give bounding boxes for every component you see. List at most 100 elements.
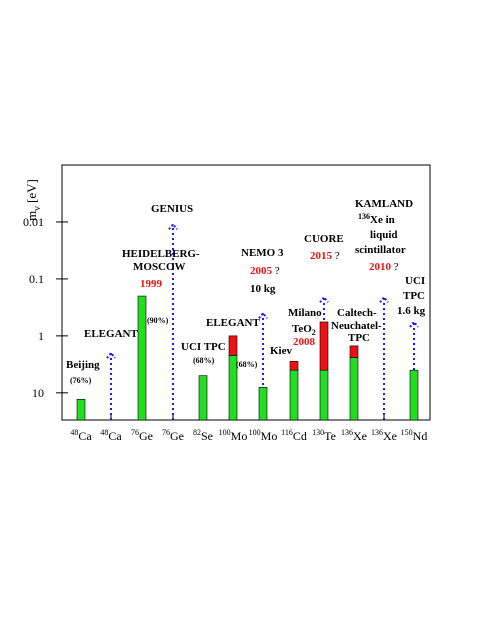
annotation-text: Milano [288, 307, 322, 319]
y-tick-label: 1 [38, 329, 44, 343]
element: Nd [413, 429, 428, 443]
bar-limit [198, 375, 208, 421]
x-tick-label: 76Ge [162, 428, 184, 443]
annotation-text: CUORE [304, 233, 344, 245]
annotation-text: ELEGANT [84, 328, 138, 340]
annotation: TPC [403, 290, 425, 302]
annotation: HEIDELBERG- [122, 248, 200, 260]
annotation: 136Xe in [358, 212, 395, 226]
annotation-text: 2015 [310, 250, 333, 262]
annotation-text: Beijing [66, 359, 100, 371]
bar-range [349, 345, 359, 358]
x-tick-label: 76Ge [131, 428, 153, 443]
element: Te [324, 429, 336, 443]
annotation-text: Kiev [270, 345, 292, 357]
y-axis-label: mν [eV] [24, 179, 43, 221]
bar-limit [137, 295, 147, 421]
mass-number: 76 [162, 428, 170, 437]
arrow-head [258, 311, 268, 319]
mass-number: 82 [193, 428, 201, 437]
bar-limit [319, 369, 329, 421]
y-label-main: m [24, 211, 39, 221]
x-tick-label: 100Mo [249, 428, 278, 443]
annotation: 2010 ? [369, 261, 399, 273]
annotation-text: NEMO 3 [241, 247, 284, 259]
annotation-text: TPC [348, 332, 370, 344]
bar-limit [349, 357, 359, 421]
x-tick-label: 136Xe [371, 428, 397, 443]
plot-frame [61, 164, 431, 421]
annotation: MOSCOW [133, 261, 186, 273]
annotation-text: 2010 [369, 261, 392, 273]
mass-number: 130 [312, 428, 324, 437]
element: Ca [78, 429, 92, 443]
annotation-text: TPC [403, 290, 425, 302]
annotation-text: Neuchatel- [331, 320, 382, 332]
annotation-text: liquid [370, 229, 398, 241]
mass-number: 150 [401, 428, 413, 437]
annotation-suffix: ? [332, 250, 340, 262]
annotation: 10 kg [250, 283, 276, 295]
annotation-text: (76%) [70, 376, 92, 385]
annotation-suffix: ? [272, 265, 280, 277]
x-tick-label: 48Ca [70, 428, 92, 443]
annotation: GENIUS [151, 203, 193, 215]
x-tick-label: 100Mo [219, 428, 248, 443]
annotation-sup: 136 [358, 212, 370, 221]
element: Mo [231, 429, 248, 443]
annotation-text: TeO [292, 323, 312, 335]
mass-number: 116 [281, 428, 293, 437]
bar-limit [409, 369, 419, 421]
annotation-text: (68%) [193, 356, 215, 365]
x-tick-label: 116Cd [281, 428, 307, 443]
annotation: (68%) [236, 360, 258, 369]
element: Xe [383, 429, 397, 443]
mass-number: 48 [70, 428, 78, 437]
annotation: 1.6 kg [397, 305, 426, 317]
annotation: UCI TPC [181, 341, 226, 353]
annotation-text: UCI TPC [181, 341, 226, 353]
bar-range [319, 321, 329, 371]
annotation: scintillator [355, 244, 406, 256]
annotation: 2008 [293, 336, 316, 348]
element: Se [201, 429, 213, 443]
annotation: KAMLAND [355, 198, 413, 210]
annotation-text: ELEGANT [206, 317, 260, 329]
annotation-text: MOSCOW [133, 261, 186, 273]
y-tick-label: 0.01 [23, 215, 44, 229]
bar-limit [289, 369, 299, 421]
annotation: NEMO 3 [241, 247, 284, 259]
annotation: Beijing [66, 359, 100, 371]
x-tick-label: 150Nd [401, 428, 428, 443]
annotation-text: 10 kg [250, 283, 276, 295]
annotation-text: HEIDELBERG- [122, 248, 200, 260]
annotation-text: 1999 [140, 278, 163, 290]
annotation-text: (68%) [236, 360, 258, 369]
element: Xe [353, 429, 367, 443]
x-tick-label: 136Xe [341, 428, 367, 443]
annotation-text: 1.6 kg [397, 305, 426, 317]
y-label-unit: [eV] [24, 179, 39, 206]
annotation-text: (90%) [147, 316, 169, 325]
annotation-text: 2005 [250, 265, 273, 277]
annotation: (76%) [70, 376, 92, 385]
arrow-head [106, 351, 116, 359]
annotation: Milano [288, 307, 322, 319]
y-label-sub: ν [32, 206, 43, 211]
annotation: CUORE [304, 233, 344, 245]
annotation: Neuchatel- [331, 320, 382, 332]
annotation: 2015 ? [310, 250, 340, 262]
annotation: TPC [348, 332, 370, 344]
x-tick-label: 48Ca [100, 428, 122, 443]
annotation-text: GENIUS [151, 203, 193, 215]
annotation: (90%) [147, 316, 169, 325]
annotation-text: scintillator [355, 244, 406, 256]
element: Cd [293, 429, 307, 443]
annotation: ELEGANT [84, 328, 138, 340]
bar-range [228, 335, 238, 356]
annotation-text: KAMLAND [355, 198, 413, 210]
annotation-suffix: ? [391, 261, 399, 273]
mass-number: 100 [219, 428, 231, 437]
mass-number: 48 [100, 428, 108, 437]
